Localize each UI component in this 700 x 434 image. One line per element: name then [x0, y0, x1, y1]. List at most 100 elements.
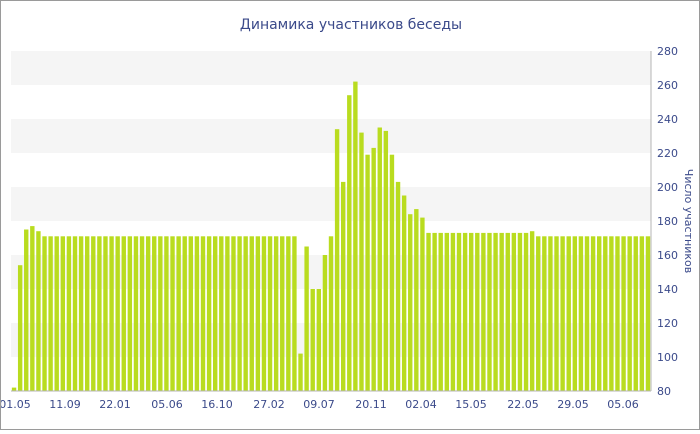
bar: [627, 236, 632, 391]
bar: [249, 236, 254, 391]
x-tick-label: 11.09: [49, 398, 81, 411]
bar: [578, 236, 584, 391]
x-tick-label: 20.11: [355, 398, 387, 411]
bar: [91, 236, 96, 391]
bar: [72, 236, 78, 391]
bar: [341, 181, 346, 391]
bar: [24, 229, 29, 391]
bar: [523, 232, 529, 391]
bar: [109, 236, 114, 391]
x-tick-label: 05.06: [607, 398, 639, 411]
bar: [133, 236, 139, 391]
bar: [347, 95, 352, 391]
bar: [11, 387, 17, 391]
bar: [548, 236, 553, 391]
bar: [225, 236, 230, 391]
bar: [66, 236, 72, 391]
y-tick-label: 240: [657, 113, 678, 126]
bar: [316, 289, 322, 391]
bar: [621, 236, 626, 391]
x-tick-label: 22.05: [507, 398, 539, 411]
y-axis-label: Число участников: [682, 169, 695, 273]
bar: [48, 236, 53, 391]
bar: [280, 236, 285, 391]
grid-band: [11, 187, 651, 221]
x-tick-label: 09.07: [303, 398, 335, 411]
bar: [103, 236, 108, 391]
grid-band: [11, 119, 651, 153]
bar: [377, 127, 382, 391]
bar: [456, 232, 462, 391]
bar: [85, 236, 90, 391]
y-tick-label: 100: [657, 351, 678, 364]
bar: [554, 236, 559, 391]
x-tick-label: 29.05: [557, 398, 589, 411]
bar: [645, 236, 651, 391]
bar: [566, 236, 571, 391]
bar: [414, 209, 419, 391]
bar: [590, 236, 596, 391]
bar: [97, 236, 102, 391]
bar: [469, 232, 474, 391]
bar: [17, 265, 23, 391]
y-tick-label: 140: [657, 283, 678, 296]
bar: [121, 236, 126, 391]
bar: [420, 217, 425, 391]
x-tick-label: 05.06: [151, 398, 183, 411]
bar: [292, 236, 297, 391]
y-tick-label: 80: [657, 385, 671, 398]
bar: [213, 236, 218, 391]
bar: [383, 130, 389, 391]
bar: [158, 236, 163, 391]
y-tick-label: 120: [657, 317, 678, 330]
bar: [188, 236, 194, 391]
bar: [633, 236, 638, 391]
y-tick-label: 260: [657, 79, 678, 92]
bar: [481, 232, 486, 391]
bar: [328, 236, 334, 391]
bar: [359, 132, 364, 391]
bar: [170, 236, 175, 391]
bar: [255, 236, 261, 391]
bar: [200, 236, 206, 391]
bar: [517, 232, 523, 391]
bar: [60, 236, 66, 391]
bar: [401, 195, 407, 391]
bars: [11, 81, 651, 391]
bar: [36, 231, 41, 391]
bar: [42, 236, 47, 391]
x-tick-label: 01.05: [1, 398, 31, 411]
bar: [353, 81, 358, 391]
bar: [298, 353, 303, 391]
bar: [152, 236, 157, 391]
x-tick-label: 16.10: [201, 398, 233, 411]
bar: [322, 255, 328, 391]
bar: [310, 289, 315, 391]
x-tick-label: 22.01: [99, 398, 131, 411]
y-tick-label: 220: [657, 147, 678, 160]
bar: [371, 147, 376, 391]
bar: [529, 231, 535, 391]
chart-title: Динамика участников беседы: [240, 17, 462, 33]
bar: [432, 232, 437, 391]
bar: [219, 236, 224, 391]
bar: [243, 236, 248, 391]
bar: [182, 236, 187, 391]
bar: [54, 236, 59, 391]
bar: [505, 232, 510, 391]
bar: [493, 232, 498, 391]
bar: [408, 214, 413, 391]
bar: [365, 154, 370, 391]
bar: [444, 232, 450, 391]
x-tick-label: 27.02: [253, 398, 285, 411]
bar: [597, 236, 602, 391]
bar: [176, 236, 181, 391]
bar: [511, 232, 517, 391]
bar: [438, 232, 443, 391]
bar: [127, 236, 133, 391]
bar: [30, 226, 35, 391]
bar: [542, 236, 547, 391]
y-tick-label: 160: [657, 249, 678, 262]
bar: [267, 236, 273, 391]
